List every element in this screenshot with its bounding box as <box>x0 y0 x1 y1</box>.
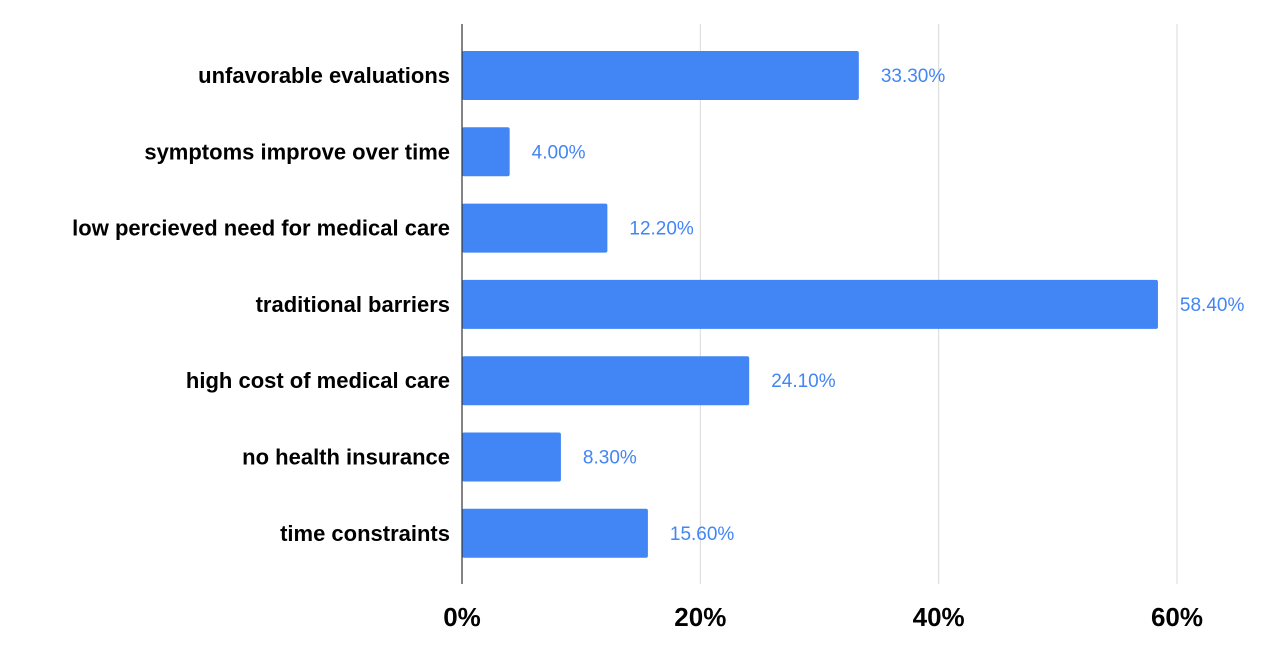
bar <box>462 356 750 406</box>
value-label: 8.30% <box>583 448 637 469</box>
value-label: 15.60% <box>670 524 735 545</box>
value-label: 4.00% <box>532 142 586 163</box>
category-label: unfavorable evaluations <box>198 63 450 88</box>
bars <box>462 51 1158 558</box>
value-label: 12.20% <box>629 219 694 240</box>
bar <box>462 432 561 482</box>
category-label: symptoms improve over time <box>144 139 450 164</box>
x-tick-label: 0% <box>443 602 481 632</box>
bar <box>462 508 648 558</box>
bar <box>462 279 1158 329</box>
x-tick-label: 20% <box>674 602 726 632</box>
category-label: high cost of medical care <box>186 368 450 393</box>
x-axis-ticks: 0% 20% 40% 60% <box>443 602 1203 632</box>
bar <box>462 51 859 100</box>
category-label: no health insurance <box>242 445 450 470</box>
value-label: 33.30% <box>881 66 946 87</box>
bar <box>462 127 510 177</box>
value-labels: 33.30% 4.00% 12.20% 58.40% 24.10% 8.30% 15.60% <box>532 66 1245 545</box>
category-labels: unfavorable evaluations symptoms improve … <box>72 63 450 546</box>
category-label: low percieved need for medical care <box>72 216 450 241</box>
x-tick-label: 40% <box>913 602 965 632</box>
category-label: time constraints <box>280 521 450 546</box>
category-label: traditional barriers <box>256 292 450 317</box>
x-tick-label: 60% <box>1151 602 1203 632</box>
bar <box>462 203 608 253</box>
value-label: 58.40% <box>1180 295 1245 316</box>
value-label: 24.10% <box>771 371 836 392</box>
